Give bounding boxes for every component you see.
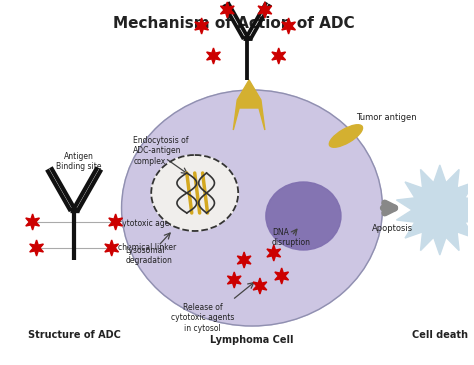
Polygon shape — [195, 18, 209, 34]
Ellipse shape — [329, 125, 363, 147]
Polygon shape — [396, 165, 474, 255]
Polygon shape — [282, 18, 295, 34]
Text: cytotoxic agent: cytotoxic agent — [118, 219, 177, 227]
Text: Mechanism of Action of ADC: Mechanism of Action of ADC — [113, 16, 355, 31]
Polygon shape — [207, 48, 220, 64]
Text: Apoptosis: Apoptosis — [372, 224, 413, 233]
Text: Cell death: Cell death — [412, 330, 468, 340]
Polygon shape — [275, 268, 289, 284]
Polygon shape — [220, 2, 234, 18]
Ellipse shape — [266, 182, 341, 250]
Polygon shape — [233, 80, 265, 130]
Polygon shape — [228, 272, 241, 288]
Text: Release of
cytotoxic agents
in cytosol: Release of cytotoxic agents in cytosol — [171, 303, 234, 333]
Text: Tumor antigen: Tumor antigen — [356, 114, 417, 123]
Text: Antigen
Binding site: Antigen Binding site — [56, 152, 102, 172]
Polygon shape — [237, 252, 251, 268]
Ellipse shape — [151, 155, 238, 231]
Text: Endocytosis of
ADC-antigen
complex: Endocytosis of ADC-antigen complex — [133, 136, 189, 166]
Polygon shape — [267, 245, 281, 261]
Polygon shape — [272, 48, 285, 64]
Polygon shape — [253, 278, 267, 294]
Text: Structure of ADC: Structure of ADC — [27, 330, 120, 340]
Polygon shape — [105, 240, 118, 256]
Polygon shape — [258, 2, 272, 18]
Ellipse shape — [121, 90, 383, 326]
Text: DNA
disruption: DNA disruption — [272, 228, 311, 247]
Text: Lymphoma Cell: Lymphoma Cell — [210, 335, 294, 345]
Polygon shape — [30, 240, 44, 256]
Text: chemical linker: chemical linker — [118, 243, 176, 253]
Polygon shape — [109, 214, 122, 230]
Polygon shape — [26, 214, 39, 230]
Text: Lysosomal
degradation: Lysosomal degradation — [126, 246, 173, 265]
